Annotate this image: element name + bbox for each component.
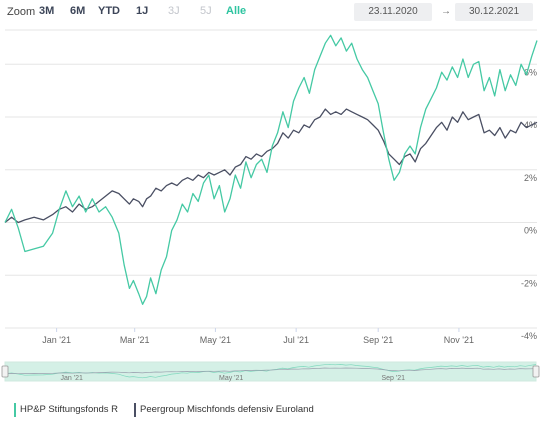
navigator-x-tick-label: Sep '21 [381, 375, 405, 382]
x-tick-label: Jan '21 [42, 335, 71, 345]
zoom-3j-button: 3J [168, 5, 180, 17]
x-tick-label: Nov '21 [444, 335, 474, 345]
zoom-3m-button[interactable]: 3M [39, 5, 55, 17]
x-tick-label: Mar '21 [120, 335, 150, 345]
zoom-6m-button[interactable]: 6M [70, 5, 86, 17]
performance-chart[interactable]: 6%4%2%0%-2%-4%Jan '21 Mar '21 May '21 Jul '… [0, 0, 540, 360]
zoom-ytd-button[interactable]: YTD [98, 5, 120, 17]
legend-label-fund: HP&P Stiftungsfonds R [20, 404, 119, 415]
navigator-x-tick-label: May '21 [219, 375, 243, 382]
series-line-fund [4, 34, 538, 305]
x-tick-label: Jul '21 [283, 335, 309, 345]
zoom-1j-button[interactable]: 1J [136, 5, 149, 17]
range-toolbar: Zoom 3M 6M YTD 1J 3J 5J Alle 23.11.2020 … [0, 0, 540, 24]
y-tick-label: 6% [524, 67, 537, 77]
x-tick-label: May '21 [200, 335, 231, 345]
legend-item-peergroup[interactable]: Peergroup Mischfonds defensiv Euroland [134, 403, 314, 417]
legend-swatch-peergroup [134, 403, 136, 417]
navigator-x-tick-label: Jan '21 [61, 375, 83, 382]
date-to-input[interactable]: 30.12.2021 [455, 3, 533, 21]
date-arrow-icon: → [441, 6, 451, 17]
navigator-line-peergroup [4, 367, 537, 375]
legend-item-fund[interactable]: HP&P Stiftungsfonds R [14, 403, 119, 417]
navigator-handle-left[interactable] [1, 365, 9, 378]
navigator-line-fund [4, 363, 537, 379]
date-from-input[interactable]: 23.11.2020 [354, 3, 432, 21]
navigator-range-mask [4, 361, 537, 382]
series-line-peergroup [4, 108, 538, 224]
legend-swatch-fund [14, 403, 16, 417]
navigator-handle-right[interactable] [532, 365, 540, 378]
y-tick-label: 0% [524, 226, 537, 236]
y-tick-label: -2% [521, 278, 537, 288]
legend: HP&P Stiftungsfonds R Peergroup Mischfon… [0, 398, 540, 422]
y-tick-label: 2% [524, 173, 537, 183]
legend-label-peergroup: Peergroup Mischfonds defensiv Euroland [140, 404, 314, 415]
y-tick-label: -4% [521, 331, 537, 341]
zoom-label: Zoom [7, 6, 36, 18]
zoom-5j-button: 5J [200, 5, 212, 17]
zoom-all-button[interactable]: Alle [226, 5, 247, 17]
x-tick-label: Sep '21 [363, 335, 393, 345]
